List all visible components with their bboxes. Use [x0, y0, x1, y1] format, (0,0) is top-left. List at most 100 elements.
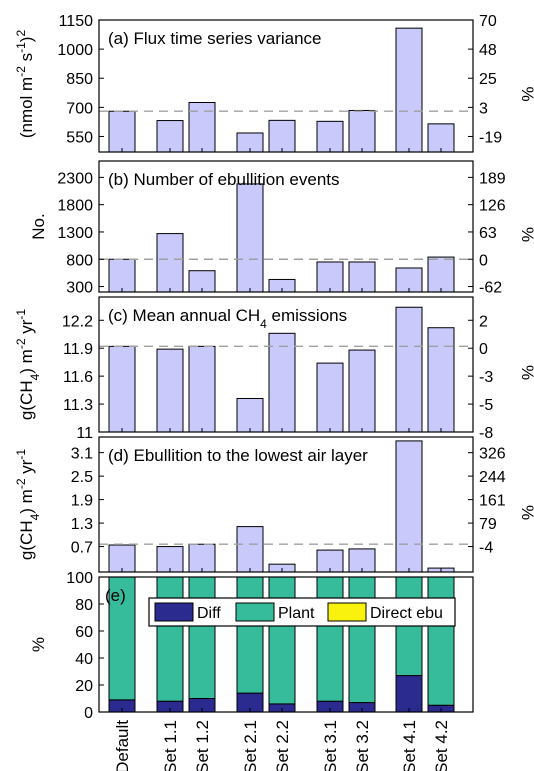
stacked-bar-plant [268, 576, 296, 705]
y-tick-label: 1.9 [71, 493, 93, 510]
bar-set-4-2 [427, 327, 455, 433]
y2-axis-label: % [518, 227, 534, 242]
stacked-bar-plant [316, 576, 344, 702]
y2-tick-label: 326 [479, 446, 506, 463]
y-tick-label: 11.3 [63, 397, 93, 414]
y-tick-label: 100 [66, 570, 93, 587]
y-axis-label-part: s [17, 53, 36, 66]
panel-title: (a) Flux time series variance [108, 29, 322, 48]
y-tick-label: 800 [66, 252, 93, 269]
y-tick-label: 11 [76, 425, 93, 442]
panel-a: 550 700 850 1000 1150 70 48 25 3 -19% (a) Flux tim… [14, 13, 534, 153]
y2-tick-label: 25 [479, 71, 497, 88]
panel-title: (c) Mean annual CH4 emissions [108, 306, 347, 331]
x-tick-label: Set 1.1 [161, 720, 180, 771]
y-tick-label: 1000 [57, 42, 93, 59]
y2-axis-label: % [518, 86, 534, 101]
legend-swatch-diff [154, 602, 194, 622]
legend-box [148, 597, 456, 627]
y2-tick-label: -8 [479, 425, 493, 442]
y-tick-label: 2.5 [71, 469, 93, 486]
y-tick-label: 0 [84, 705, 93, 722]
y-tick-label: 12.2 [62, 313, 93, 330]
y-axis-label-part: yr [17, 459, 36, 478]
y-axis-label-part: 2 [14, 30, 28, 37]
legend-swatch-direct-ebu [327, 602, 367, 622]
y-axis-label-part: -1 [14, 309, 28, 320]
bar-default [108, 258, 136, 293]
bar-set-1-2 [188, 102, 216, 153]
x-tick-label: Set 4.1 [400, 720, 419, 771]
y-axis-label: No. [29, 213, 48, 239]
y-tick-label: 20 [75, 678, 93, 695]
bar-default [108, 110, 136, 153]
stacked-bar-plant [156, 576, 184, 702]
panel-title-part: (c) Mean annual CH [108, 306, 260, 325]
y2-tick-label: 126 [479, 198, 506, 215]
y-axis-label-part: 4 [28, 373, 42, 380]
bar-set-2-1 [236, 526, 264, 573]
y2-tick-label: -19 [479, 129, 502, 146]
y2-tick-label: 48 [479, 42, 497, 59]
y-tick-label: 550 [66, 129, 93, 146]
bar-set-4-1 [395, 440, 423, 573]
bar-set-4-1 [395, 306, 423, 433]
y-axis-label: (nmol m-2 s-1)2 [14, 30, 36, 139]
y-axis-label: g(CH4) m-2 yr-1 [14, 449, 42, 560]
bar-set-1-1 [156, 546, 184, 573]
bar-set-4-1 [395, 267, 423, 293]
x-tick-label: Set 1.2 [193, 720, 212, 771]
y-tick-label: 700 [66, 100, 93, 117]
bar-set-3-2 [348, 349, 376, 433]
stacked-bar-plant [348, 576, 376, 704]
y-axis-label-part: ) m [17, 349, 36, 374]
y-tick-label: 80 [75, 597, 93, 614]
x-tick-label: Default [113, 720, 132, 771]
bar-set-1-2 [188, 543, 216, 573]
panel-c: 11 11.3 11.6 11.9 12.2 2 0 -3 -5 -8% (c) Mean annu… [14, 296, 534, 442]
y2-tick-label: 79 [479, 516, 497, 533]
y2-tick-label: -5 [479, 397, 493, 414]
panel-title: (b) Number of ebullition events [108, 170, 340, 189]
x-tick-label: Set 2.2 [273, 720, 292, 771]
y2-tick-label: 70 [479, 13, 497, 30]
y-tick-label: 2300 [57, 170, 93, 187]
y2-tick-label: 161 [479, 493, 506, 510]
legend-label: Direct ebu [370, 605, 443, 622]
y-tick-label: 1150 [59, 13, 94, 30]
stacked-bar-diff [395, 675, 423, 713]
bar-set-2-2 [268, 119, 296, 153]
plot-frame [98, 19, 474, 153]
y-tick-label: 11.9 [63, 341, 93, 358]
bar-set-1-1 [156, 120, 184, 153]
plot-frame [98, 576, 474, 713]
bar-set-3-2 [348, 261, 376, 293]
y-axis-label-part: yr [17, 319, 36, 338]
x-axis-labels: Default Set 1.1 Set 1.2 Set 2.1 Set 2.2 Set 3… [113, 720, 451, 771]
y2-tick-label: 244 [479, 469, 506, 486]
bar-set-1-2 [188, 345, 216, 433]
y-axis-label: % [29, 637, 48, 652]
y-tick-label: 60 [75, 624, 93, 641]
panel-e: 0 20 40 60 80 100 (e)% Diff Plant Direct ebu [29, 570, 474, 722]
y2-tick-label: 2 [479, 313, 488, 330]
y-axis-label-part: ) [17, 37, 36, 43]
plot-frame [98, 160, 474, 293]
stacked-bar-plant [236, 576, 264, 694]
bar-set-1-1 [156, 233, 184, 293]
y2-tick-label: 0 [479, 341, 488, 358]
x-tick-label: Set 4.2 [432, 720, 451, 771]
bar-set-3-1 [316, 261, 344, 293]
y2-tick-label: 189 [479, 170, 506, 187]
y-tick-label: 40 [75, 651, 93, 668]
bar-default [108, 544, 136, 573]
y-tick-label: 300 [66, 280, 93, 297]
bar-set-3-1 [316, 120, 344, 153]
bar-set-2-1 [236, 183, 264, 293]
panel-title: (e) [105, 586, 126, 605]
legend-swatch-plant [235, 602, 275, 622]
y-tick-label: 3.1 [71, 446, 93, 463]
bar-set-3-2 [348, 109, 376, 153]
y-tick-label: 0.7 [71, 540, 93, 557]
